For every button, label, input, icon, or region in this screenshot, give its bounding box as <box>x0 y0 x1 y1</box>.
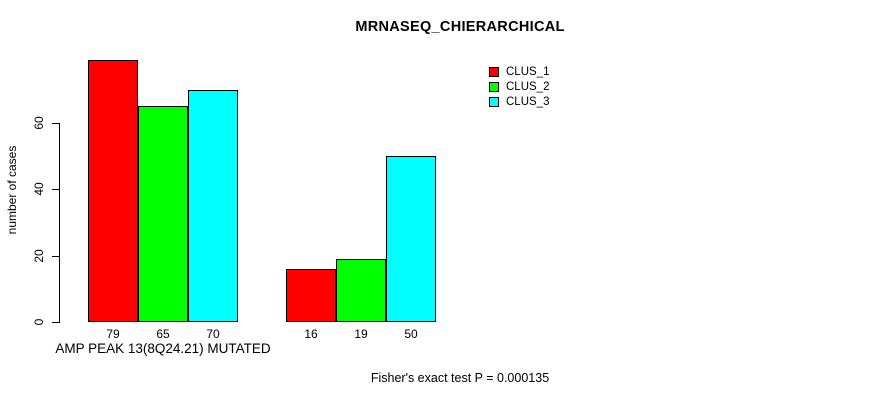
legend-swatch-icon <box>489 81 499 92</box>
legend-row-clus_2: CLUS_2 <box>489 79 549 94</box>
chart-title: MRNASEQ_CHIERARCHICAL <box>355 19 565 35</box>
bar-clus_2-group1 <box>138 106 188 322</box>
bar-clus_1-group1 <box>88 60 138 322</box>
y-tick-mark <box>52 256 59 257</box>
y-tick-mark <box>52 322 59 323</box>
legend-label: CLUS_3 <box>506 95 550 108</box>
y-tick-mark <box>52 123 59 124</box>
y-tick-label: 0 <box>32 318 46 326</box>
y-tick-label: 60 <box>32 116 46 130</box>
y-tick-label: 40 <box>32 182 46 196</box>
y-axis <box>59 123 60 323</box>
bar-clus_3-group2 <box>386 156 436 322</box>
legend-swatch-icon <box>489 96 499 107</box>
legend-row-clus_1: CLUS_1 <box>489 64 549 79</box>
bar-value-label: 70 <box>206 327 220 341</box>
bar-clus_2-group2 <box>336 259 386 322</box>
bar-clus_1-group2 <box>286 269 336 322</box>
y-tick-label: 20 <box>32 249 46 263</box>
legend-label: CLUS_2 <box>506 80 550 93</box>
legend-swatch-icon <box>489 66 499 77</box>
bar-clus_3-group1 <box>188 90 238 322</box>
bar-value-label: 16 <box>304 327 318 341</box>
bar-value-label: 19 <box>354 327 368 341</box>
legend-row-clus_3: CLUS_3 <box>489 94 549 109</box>
y-tick-mark <box>52 189 59 190</box>
legend: CLUS_1 CLUS_2 CLUS_3 <box>489 64 549 109</box>
bar-value-label: 65 <box>156 327 170 341</box>
fisher-test-annotation: Fisher's exact test P = 0.000135 <box>370 371 550 385</box>
bar-value-label: 79 <box>106 327 120 341</box>
legend-label: CLUS_1 <box>506 65 550 78</box>
y-axis-label: number of cases <box>5 145 19 235</box>
bar-value-label: 50 <box>404 327 418 341</box>
x-axis-group-label: AMP PEAK 13(8Q24.21) MUTATED <box>55 341 271 356</box>
